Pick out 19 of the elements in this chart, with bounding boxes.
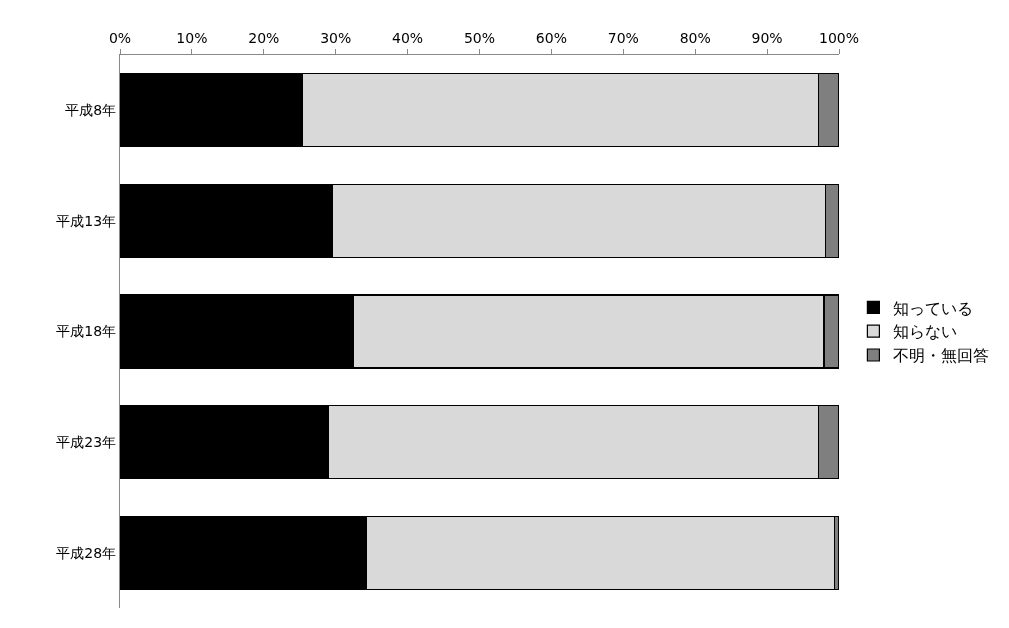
- x-tick-label: 90%: [751, 30, 783, 47]
- x-tick-label: 40%: [392, 30, 424, 47]
- legend-label: 知っている: [893, 298, 974, 318]
- x-tick-label: 80%: [679, 30, 711, 47]
- x-tick-label: 20%: [248, 30, 280, 47]
- legend-label: 不明・無回答: [893, 346, 990, 366]
- x-tick-label: 100%: [818, 30, 860, 47]
- legend-label: 知らない: [893, 322, 958, 342]
- x-tick-label: 50%: [463, 30, 496, 47]
- y-tick-label: 平成28年: [56, 544, 117, 561]
- y-tick-label: 平成13年: [56, 212, 117, 229]
- y-tick-label: 平成8年: [65, 102, 117, 119]
- x-tick-label: 0%: [108, 30, 132, 47]
- x-tick-label: 30%: [320, 30, 352, 47]
- y-tick-label: 平成18年: [56, 323, 117, 340]
- x-tick-label: 10%: [176, 30, 208, 47]
- x-tick-label: 60%: [535, 30, 567, 47]
- y-tick-label: 平成23年: [56, 434, 117, 450]
- x-tick-label: 70%: [607, 30, 639, 47]
